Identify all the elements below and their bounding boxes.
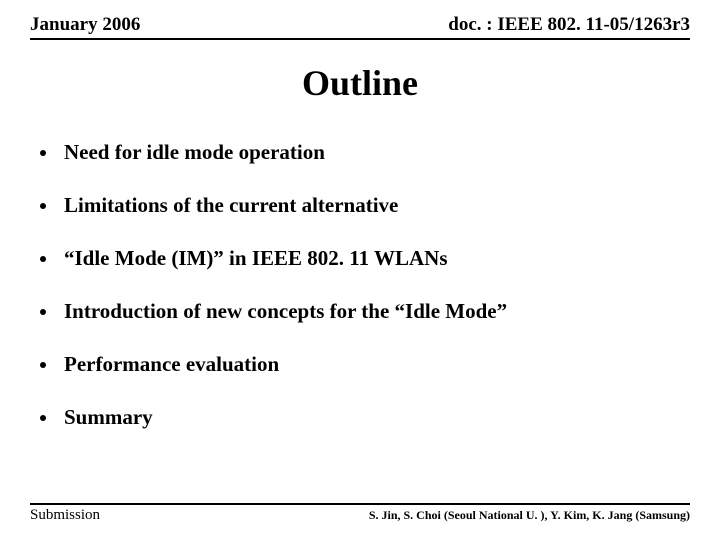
bullet-text: “Idle Mode (IM)” in IEEE 802. 11 WLANs [64,246,680,271]
bullet-item: Performance evaluation [40,352,680,377]
bullet-item: “Idle Mode (IM)” in IEEE 802. 11 WLANs [40,246,680,271]
footer-authors: S. Jin, S. Choi (Seoul National U. ), Y.… [369,508,690,523]
bullet-dot-icon [40,256,46,262]
bullet-dot-icon [40,362,46,368]
bullet-item: Introduction of new concepts for the “Id… [40,299,680,324]
bullet-item: Summary [40,405,680,430]
header-date: January 2006 [30,14,140,36]
bullet-text: Introduction of new concepts for the “Id… [64,299,680,324]
header-doc-id: doc. : IEEE 802. 11-05/1263r3 [448,14,690,36]
bullet-list: Need for idle mode operation Limitations… [40,140,680,458]
slide-header: January 2006 doc. : IEEE 802. 11-05/1263… [30,14,690,40]
bullet-text: Performance evaluation [64,352,680,377]
bullet-item: Need for idle mode operation [40,140,680,165]
bullet-dot-icon [40,309,46,315]
bullet-text: Limitations of the current alternative [64,193,680,218]
bullet-text: Need for idle mode operation [64,140,680,165]
bullet-dot-icon [40,415,46,421]
slide-footer: Submission S. Jin, S. Choi (Seoul Nation… [30,503,690,524]
bullet-dot-icon [40,203,46,209]
bullet-text: Summary [64,405,680,430]
slide-title: Outline [0,62,720,104]
footer-left: Submission [30,507,100,524]
bullet-item: Limitations of the current alternative [40,193,680,218]
bullet-dot-icon [40,150,46,156]
